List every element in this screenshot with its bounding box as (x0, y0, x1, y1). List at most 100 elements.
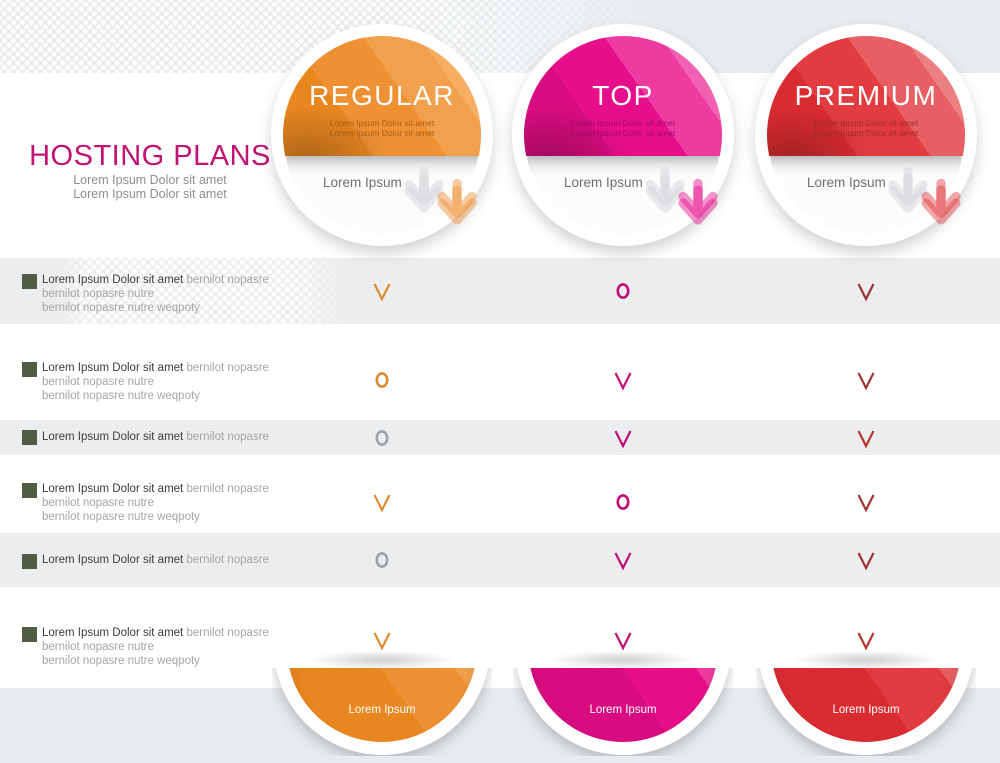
check-icon (853, 367, 879, 393)
plan-name: PREMIUM (794, 80, 938, 111)
bullet-icon (22, 627, 37, 642)
plan-footer-label: Lorem Ipsum (589, 704, 657, 716)
feature-row: Lorem Ipsum Dolor sit amet bernilot nopa… (0, 472, 1000, 532)
page-subtitle-line1: Lorem Ipsum Dolor sit amet (73, 173, 227, 187)
arrow-down-accent-icon (437, 178, 477, 225)
feature-line3: bernilot nopasre nutre weqpoty (42, 302, 200, 314)
plan-header-top[interactable]: TOP Lorem Ipsum Dolor sit amet Lorem Ips… (512, 24, 734, 246)
plan-tagline: Lorem Ipsum Dolor sit amet (570, 118, 676, 128)
arrow-down-gray-icon (404, 166, 444, 213)
page-title: HOSTING PLANS (29, 140, 271, 172)
check-icon (610, 547, 636, 573)
plan-footer-label: Lorem Ipsum (832, 704, 900, 716)
feature-title: Lorem Ipsum Dolor sit amet (42, 627, 184, 639)
plan-disc: REGULAR Lorem Ipsum Dolor sit amet Lorem… (283, 36, 481, 234)
plan-color-cap: TOP Lorem Ipsum Dolor sit amet Lorem Ips… (524, 36, 722, 156)
feature-row: Lorem Ipsum Dolor sit amet bernilot nopa… (0, 420, 1000, 455)
page-subtitle-line2: Lorem Ipsum Dolor sit amet (73, 186, 227, 201)
feature-title: Lorem Ipsum Dolor sit amet (42, 483, 184, 495)
check-icon (853, 278, 879, 304)
feature-suffix: bernilot nopasre (186, 362, 269, 374)
feature-row: Lorem Ipsum Dolor sit amet bernilot nopa… (0, 352, 1000, 408)
footer-disc-shadow (307, 650, 457, 670)
circle-icon (610, 489, 636, 515)
plan-tagline: Lorem Ipsum Dolor sit amet (813, 128, 919, 138)
plan-subheader-label: Lorem Ipsum (323, 175, 402, 190)
feature-suffix: bernilot nopasre (186, 483, 269, 495)
feature-title: Lorem Ipsum Dolor sit amet (42, 362, 184, 374)
plan-subheader-label: Lorem Ipsum (564, 175, 643, 190)
plan-color-cap: REGULAR Lorem Ipsum Dolor sit amet Lorem… (283, 36, 481, 156)
feature-line3: bernilot nopasre nutre weqpoty (42, 655, 200, 667)
plan-footer-label: Lorem Ipsum (348, 704, 416, 716)
circle-icon (369, 547, 395, 573)
feature-row: Lorem Ipsum Dolor sit amet bernilot nopa… (0, 612, 1000, 668)
footer-disc-shadow (548, 650, 698, 670)
check-icon (610, 367, 636, 393)
plan-tagline: Lorem Ipsum Dolor sit amet (570, 128, 676, 138)
feature-suffix: bernilot nopasre (186, 431, 269, 443)
plan-tagline: Lorem Ipsum Dolor sit amet (329, 118, 435, 128)
feature-line2: bernilot nopasre nutre (42, 376, 154, 388)
circle-icon (369, 367, 395, 393)
plan-footer-premium[interactable]: Lorem Ipsum (756, 668, 976, 756)
plan-disc: PREMIUM Lorem Ipsum Dolor sit amet Lorem… (767, 36, 965, 234)
feature-row: Lorem Ipsum Dolor sit amet bernilot nopa… (0, 533, 1000, 587)
plan-color-cap: PREMIUM Lorem Ipsum Dolor sit amet Lorem… (767, 36, 965, 156)
feature-line3: bernilot nopasre nutre weqpoty (42, 390, 200, 402)
bullet-icon (22, 554, 37, 569)
feature-line2: bernilot nopasre nutre (42, 497, 154, 509)
plan-disc-ring: REGULAR Lorem Ipsum Dolor sit amet Lorem… (271, 24, 493, 246)
plan-tagline: Lorem Ipsum Dolor sit amet (329, 128, 435, 138)
plan-disc-ring: PREMIUM Lorem Ipsum Dolor sit amet Lorem… (755, 24, 977, 246)
feature-text: Lorem Ipsum Dolor sit amet bernilot nopa… (42, 626, 342, 668)
plan-name: TOP (592, 80, 654, 111)
plan-header-regular[interactable]: REGULAR Lorem Ipsum Dolor sit amet Lorem… (271, 24, 493, 246)
feature-title: Lorem Ipsum Dolor sit amet (42, 554, 184, 566)
fold-shadow (287, 156, 477, 180)
plan-header-premium[interactable]: PREMIUM Lorem Ipsum Dolor sit amet Lorem… (755, 24, 977, 246)
arrow-down-accent-icon (678, 178, 718, 225)
bullet-icon (22, 362, 37, 377)
check-icon (853, 489, 879, 515)
feature-suffix: bernilot nopasre (186, 627, 269, 639)
title-block: HOSTING PLANS Lorem Ipsum Dolor sit amet… (20, 141, 280, 201)
feature-suffix: bernilot nopasre (186, 554, 269, 566)
halftone-dots-pattern (58, 258, 358, 324)
feature-text: Lorem Ipsum Dolor sit amet bernilot nopa… (42, 482, 342, 524)
check-icon (369, 627, 395, 653)
bullet-icon (22, 483, 37, 498)
feature-row: Lorem Ipsum Dolor sit amet bernilot nopa… (0, 258, 1000, 324)
plan-footer-regular[interactable]: Lorem Ipsum (272, 668, 492, 756)
check-icon (610, 425, 636, 451)
check-icon (853, 425, 879, 451)
arrow-down-accent-icon (921, 178, 961, 225)
check-icon (369, 489, 395, 515)
bullet-icon (22, 430, 37, 445)
feature-line3: bernilot nopasre nutre weqpoty (42, 511, 200, 523)
plan-subheader-label: Lorem Ipsum (807, 175, 886, 190)
plan-footer-top[interactable]: Lorem Ipsum (513, 668, 733, 756)
check-icon (369, 278, 395, 304)
feature-text: Lorem Ipsum Dolor sit amet bernilot nopa… (42, 430, 342, 444)
feature-text: Lorem Ipsum Dolor sit amet bernilot nopa… (42, 273, 342, 315)
feature-line2: bernilot nopasre nutre (42, 641, 154, 653)
feature-suffix: bernilot nopasre (186, 274, 269, 286)
arrow-down-gray-icon (888, 166, 928, 213)
bullet-icon (22, 274, 37, 289)
feature-line2: bernilot nopasre nutre (42, 288, 154, 300)
circle-icon (369, 425, 395, 451)
feature-title: Lorem Ipsum Dolor sit amet (42, 274, 184, 286)
fold-shadow (528, 156, 718, 180)
plan-disc-ring: TOP Lorem Ipsum Dolor sit amet Lorem Ips… (512, 24, 734, 246)
fold-shadow (771, 156, 961, 180)
feature-text: Lorem Ipsum Dolor sit amet bernilot nopa… (42, 553, 342, 567)
feature-text: Lorem Ipsum Dolor sit amet bernilot nopa… (42, 361, 342, 403)
check-icon (610, 627, 636, 653)
feature-title: Lorem Ipsum Dolor sit amet (42, 431, 184, 443)
arrow-down-gray-icon (645, 166, 685, 213)
check-icon (853, 627, 879, 653)
footer-disc-shadow (791, 650, 941, 670)
check-icon (853, 547, 879, 573)
